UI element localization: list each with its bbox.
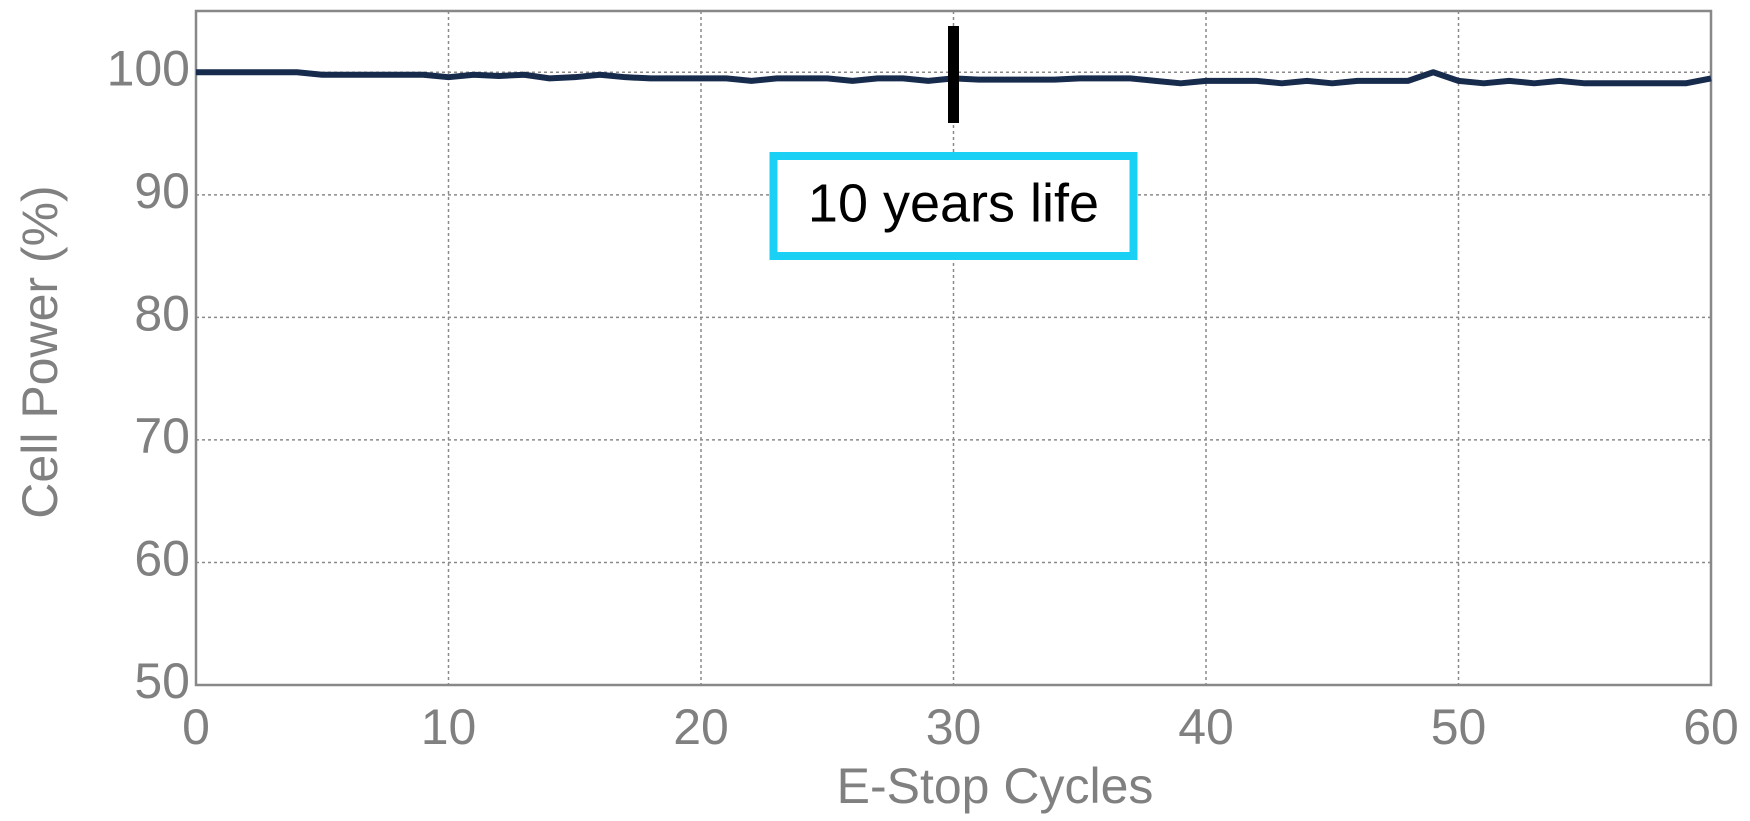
x-tick-label: 40 (1178, 699, 1234, 755)
y-tick-label: 100 (107, 40, 190, 96)
x-tick-label: 30 (926, 699, 982, 755)
y-tick-label: 70 (134, 408, 190, 464)
y-tick-label: 60 (134, 531, 190, 587)
x-tick-label: 60 (1683, 699, 1739, 755)
plot-frame (194, 9, 1713, 687)
annotation-text: 10 years life (808, 173, 1099, 233)
x-tick-label: 10 (421, 699, 477, 755)
x-tick-label: 20 (673, 699, 729, 755)
y-axis-label: Cell Power (%) (12, 185, 68, 518)
x-tick-label: 0 (182, 699, 210, 755)
annotation-box (769, 152, 1138, 260)
x-axis-label: E-Stop Cycles (837, 758, 1154, 814)
x-tick-label: 50 (1431, 699, 1487, 755)
y-tick-label: 80 (134, 286, 190, 342)
y-tick-label: 50 (134, 653, 190, 709)
y-tick-label: 90 (134, 163, 190, 219)
